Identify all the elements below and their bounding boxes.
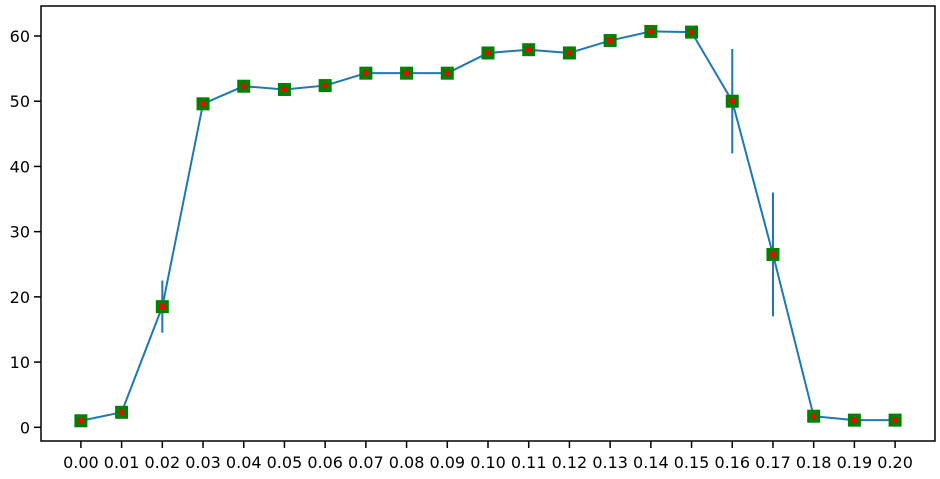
x-tick-label: 0.15 xyxy=(674,453,710,472)
y-tick-label: 40 xyxy=(10,157,30,176)
data-point-center xyxy=(159,304,165,310)
x-tick-label: 0.01 xyxy=(104,453,140,472)
x-tick-label: 0.18 xyxy=(796,453,832,472)
data-point-center xyxy=(770,251,776,257)
x-tick-label: 0.05 xyxy=(267,453,303,472)
axes: 0.00 0.01 0.02 0.03 0.04 0.05 0.06 0.07 0.08 0.09… xyxy=(10,5,936,472)
y-tick-label: 10 xyxy=(10,353,30,372)
x-tick-label: 0.11 xyxy=(511,453,547,472)
x-tick-label: 0.04 xyxy=(226,453,262,472)
data-point-center xyxy=(444,70,450,76)
data-point-center xyxy=(78,418,84,424)
data-point-center xyxy=(485,50,491,56)
x-tick-label: 0.00 xyxy=(63,453,99,472)
y-tick-label: 50 xyxy=(10,92,30,111)
data-point-center xyxy=(607,38,613,44)
x-tick-label: 0.10 xyxy=(470,453,506,472)
x-tick-label: 0.13 xyxy=(592,453,628,472)
y-tick-label: 20 xyxy=(10,288,30,307)
data-point-center xyxy=(363,70,369,76)
x-tick-label: 0.09 xyxy=(429,453,465,472)
x-tick-label: 0.03 xyxy=(185,453,221,472)
data-point-center xyxy=(241,83,247,89)
data-point-center xyxy=(404,70,410,76)
x-tick-label: 0.07 xyxy=(348,453,384,472)
data-point-center xyxy=(119,409,125,415)
x-tick-label: 0.08 xyxy=(389,453,425,472)
data-point-center xyxy=(200,101,206,107)
y-tick-label: 0 xyxy=(20,418,30,437)
plot-area xyxy=(74,24,902,428)
x-tick-label: 0.02 xyxy=(145,453,181,472)
data-point-center xyxy=(689,29,695,35)
data-point-center xyxy=(281,86,287,92)
data-point-center xyxy=(566,50,572,56)
x-tick-label: 0.14 xyxy=(633,453,669,472)
data-point-center xyxy=(322,83,328,89)
data-point-center xyxy=(526,47,532,53)
data-point-center xyxy=(851,417,857,423)
data-point-center xyxy=(648,28,654,34)
y-tick-label: 30 xyxy=(10,223,30,242)
x-tick-label: 0.06 xyxy=(307,453,343,472)
data-point-center xyxy=(811,413,817,419)
data-point-center xyxy=(729,98,735,104)
plot-frame xyxy=(40,5,936,442)
x-tick-label: 0.17 xyxy=(755,453,791,472)
x-tick-label: 0.16 xyxy=(714,453,750,472)
x-tick-label: 0.20 xyxy=(877,453,913,472)
x-tick-label: 0.19 xyxy=(837,453,873,472)
x-tick-label: 0.12 xyxy=(552,453,588,472)
y-tick-label: 60 xyxy=(10,27,30,46)
data-point-center xyxy=(892,417,898,423)
